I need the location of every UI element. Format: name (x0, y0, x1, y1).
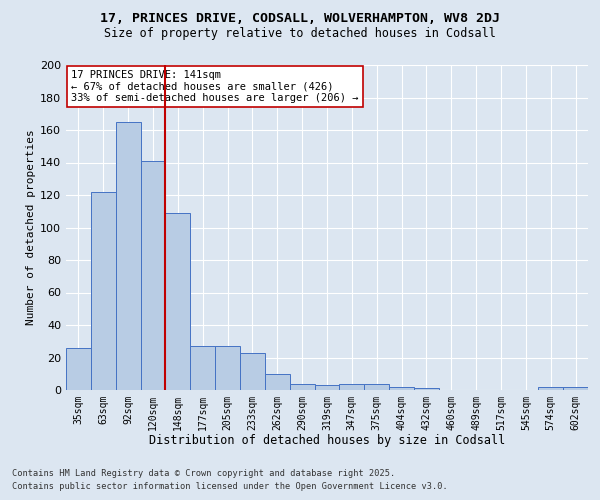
Bar (290, 384, 314, 390)
Text: Contains HM Land Registry data © Crown copyright and database right 2025.: Contains HM Land Registry data © Crown c… (12, 468, 395, 477)
Bar (91, 192, 116, 390)
Bar (190, 346, 215, 390)
Bar (166, 213, 190, 390)
Bar (140, 161, 166, 390)
Bar (66, 348, 91, 390)
Bar (389, 387, 414, 390)
Text: Contains public sector information licensed under the Open Government Licence v3: Contains public sector information licen… (12, 482, 448, 491)
Bar (364, 384, 389, 390)
Text: 17, PRINCES DRIVE, CODSALL, WOLVERHAMPTON, WV8 2DJ: 17, PRINCES DRIVE, CODSALL, WOLVERHAMPTO… (100, 12, 500, 26)
Bar (265, 374, 290, 390)
Text: Size of property relative to detached houses in Codsall: Size of property relative to detached ho… (104, 28, 496, 40)
Bar (240, 352, 265, 390)
Y-axis label: Number of detached properties: Number of detached properties (26, 130, 36, 326)
Text: 17 PRINCES DRIVE: 141sqm
← 67% of detached houses are smaller (426)
33% of semi-: 17 PRINCES DRIVE: 141sqm ← 67% of detach… (71, 70, 359, 103)
Bar (116, 122, 140, 390)
Bar (215, 346, 240, 390)
Bar (340, 384, 364, 390)
Bar (314, 385, 340, 390)
X-axis label: Distribution of detached houses by size in Codsall: Distribution of detached houses by size … (149, 434, 505, 448)
Bar (538, 387, 563, 390)
Bar (563, 387, 588, 390)
Bar (414, 388, 439, 390)
